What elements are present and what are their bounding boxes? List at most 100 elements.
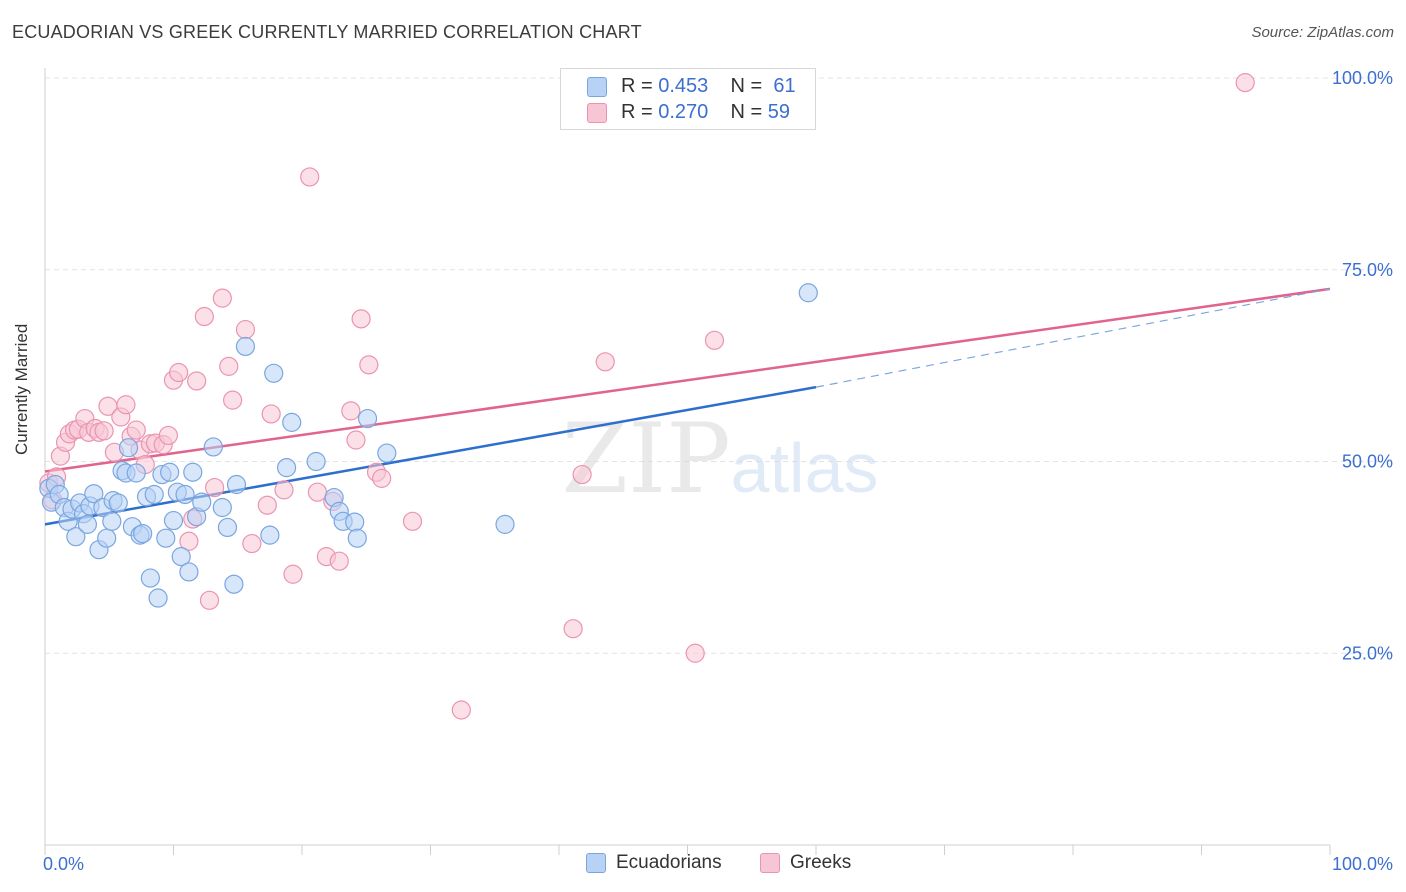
y-tick-label: 100.0% (1332, 68, 1393, 88)
ecuadorian-point (226, 474, 247, 495)
greek-point (300, 167, 320, 187)
tick-label-layer: 25.0% 50.0% 75.0% 100.0% 0.0% 100.0% (43, 68, 1393, 874)
stats-legend: R = 0.453 N = 61 R = 0.270 N = 59 (560, 68, 816, 130)
greek-point (346, 430, 366, 450)
greek-point (179, 531, 199, 551)
ecuadorian-point (160, 462, 180, 482)
greek-point (158, 425, 178, 446)
ecuadorian-point (260, 525, 280, 545)
ecuadorians-trend-extension (815, 288, 1331, 388)
ecuadorian-point (156, 528, 176, 548)
greek-point (704, 330, 725, 350)
ecuadorian-point (212, 497, 232, 518)
ecuadorian-point (495, 514, 515, 534)
legend-label: Ecuadorians (616, 852, 722, 873)
greek-point (194, 306, 214, 327)
greek-point (116, 395, 136, 415)
ecuadorian-point (347, 528, 367, 548)
greek-point (169, 362, 189, 383)
greek-point (572, 464, 592, 485)
legend-label: Greeks (790, 852, 852, 873)
greek-point (274, 480, 294, 500)
greek-point (219, 356, 239, 376)
grid-layer (45, 77, 1395, 654)
chart-title: ECUADORIAN VS GREEK CURRENTLY MARRIED CO… (12, 22, 642, 42)
greek-point (341, 401, 361, 421)
watermark-atlas: atlas (731, 429, 879, 507)
greek-point (126, 420, 146, 440)
greeks-legend-swatch (760, 853, 780, 873)
ecuadorian-point (148, 588, 168, 608)
ecuadorian-point (217, 517, 238, 538)
ecuadorian-point (163, 510, 184, 531)
greek-point (359, 355, 379, 375)
ecuadorian-point (282, 412, 302, 432)
ecuadorian-point (97, 528, 117, 548)
ecuadorian-point (84, 484, 104, 504)
greek-point (563, 619, 583, 639)
greek-point (242, 533, 262, 554)
x-tick-label: 100.0% (1332, 854, 1393, 874)
ecuadorian-point (175, 484, 195, 505)
ecuadorian-point (144, 484, 164, 505)
ecuadorian-point (224, 574, 244, 594)
greek-point (685, 643, 705, 663)
greeks-swatch (587, 103, 607, 123)
ecuadorian-point (77, 514, 98, 534)
greek-point (283, 564, 303, 584)
greek-point (94, 421, 114, 441)
greek-point (223, 390, 243, 410)
greek-point (187, 371, 207, 391)
ecuadorian-point (133, 523, 153, 544)
y-axis-label: Currently Married (12, 323, 31, 455)
ecuadorian-point (66, 527, 86, 547)
x-tick-label: 0.0% (43, 854, 84, 874)
greek-point (205, 477, 225, 498)
ecuadorian-point (345, 512, 365, 532)
stats-text: R = 0.270 N = 59 (621, 101, 791, 123)
ecuadorian-point (377, 443, 397, 463)
ecuadorian-point (126, 463, 146, 483)
greek-point (1235, 73, 1255, 93)
points-layer (39, 68, 1255, 720)
greek-point (351, 309, 371, 329)
y-tick-label: 75.0% (1342, 260, 1393, 280)
greek-point (372, 468, 392, 488)
ecuadorian-point (179, 562, 199, 582)
ecuadorian-point (118, 438, 139, 458)
axes-layer (44, 68, 1331, 855)
ecuadorian-point (357, 408, 378, 429)
greek-point (595, 352, 615, 372)
ecuadorian-point (140, 568, 160, 588)
ecuadorians-legend-swatch (586, 853, 606, 873)
ecuadorian-point (102, 511, 122, 531)
ecuadorians-swatch (587, 77, 607, 97)
stats-text: R = 0.453 N = 61 (621, 75, 796, 97)
ecuadorian-point (264, 363, 284, 383)
ecuadorian-point (203, 437, 223, 457)
watermark: ZIPatlas (561, 403, 878, 515)
trend-layer (44, 287, 1331, 526)
greek-point (261, 404, 281, 424)
greek-point (451, 700, 471, 720)
ecuadorian-point (306, 451, 326, 472)
ecuadorian-point (798, 283, 818, 303)
ecuadorian-point (276, 458, 297, 478)
greek-point (329, 551, 349, 571)
ecuadorian-point (235, 336, 256, 357)
ecuadorian-point (183, 462, 203, 482)
y-tick-label: 25.0% (1342, 643, 1393, 663)
source-credit: Source: ZipAtlas.com (1251, 24, 1394, 41)
greek-point (212, 288, 232, 308)
greek-point (199, 590, 220, 610)
greek-point (235, 319, 256, 340)
ecuadorian-point (108, 493, 128, 513)
ecuadorian-point (192, 492, 212, 512)
ecuadorian-point (171, 547, 191, 567)
greeks-trend-line (44, 287, 1331, 473)
greek-point (402, 511, 423, 531)
y-tick-label: 50.0% (1342, 452, 1393, 472)
greek-point (257, 495, 277, 515)
ecuadorians-trend-line (44, 385, 817, 526)
